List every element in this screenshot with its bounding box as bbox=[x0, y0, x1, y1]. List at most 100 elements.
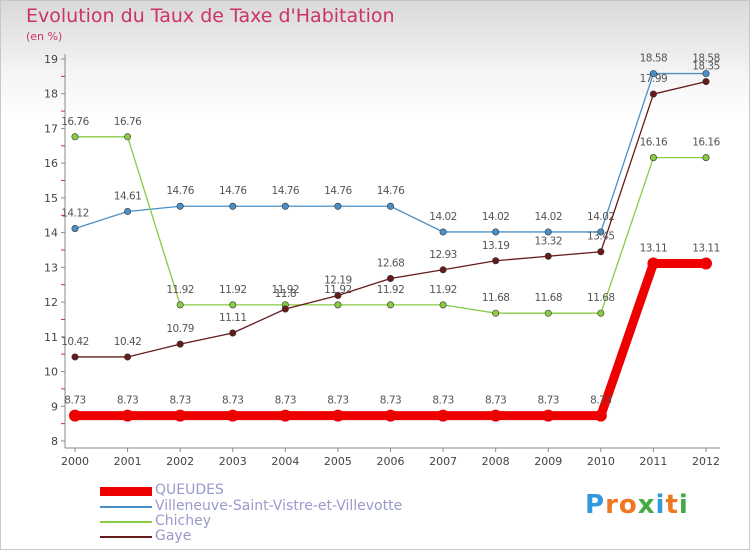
data-point-gaye bbox=[386, 274, 394, 282]
data-label-villeneuve-saint-vistre-et-villevotte: 14.02 bbox=[587, 211, 615, 223]
legend-swatch-chichey bbox=[100, 521, 152, 523]
data-label-gaye: 11.8 bbox=[275, 288, 296, 300]
x-tick-label: 2002 bbox=[166, 455, 194, 468]
logo-letter: x bbox=[637, 490, 656, 520]
data-point-gaye bbox=[281, 305, 289, 313]
data-point-chichey bbox=[176, 301, 184, 309]
data-label-villeneuve-saint-vistre-et-villevotte: 14.76 bbox=[272, 185, 300, 197]
data-label-gaye: 17.99 bbox=[640, 73, 668, 85]
unit-label: (en %) bbox=[26, 30, 63, 43]
x-tick-label: 2001 bbox=[114, 455, 142, 468]
data-label-chichey: 16.16 bbox=[692, 137, 720, 149]
x-tick-label: 2004 bbox=[271, 455, 299, 468]
y-tick-label: 9 bbox=[51, 400, 58, 413]
data-point-chichey bbox=[702, 154, 710, 162]
data-point-gaye bbox=[544, 252, 552, 260]
data-point-villeneuve-saint-vistre-et-villevotte bbox=[492, 228, 500, 236]
data-point-gaye bbox=[176, 340, 184, 348]
data-point-gaye bbox=[71, 353, 79, 361]
data-label-chichey: 11.68 bbox=[534, 292, 562, 304]
legend-item-gaye: Gaye bbox=[100, 528, 420, 545]
data-label-villeneuve-saint-vistre-et-villevotte: 14.02 bbox=[482, 211, 510, 223]
x-tick-label: 2000 bbox=[61, 455, 89, 468]
data-point-gaye bbox=[492, 257, 500, 265]
data-label-villeneuve-saint-vistre-et-villevotte: 14.76 bbox=[166, 185, 194, 197]
data-point-gaye bbox=[124, 353, 132, 361]
legend-label-chichey: Chichey bbox=[155, 513, 212, 529]
x-tick-label: 2012 bbox=[692, 455, 720, 468]
data-point-queudes bbox=[69, 409, 81, 422]
data-label-gaye: 18.35 bbox=[692, 61, 720, 73]
y-tick-label: 19 bbox=[44, 53, 58, 66]
data-point-gaye bbox=[229, 329, 237, 337]
y-tick-label: 8 bbox=[51, 435, 58, 448]
data-label-villeneuve-saint-vistre-et-villevotte: 18.58 bbox=[640, 53, 668, 65]
x-tick-label: 2009 bbox=[534, 455, 562, 468]
data-label-chichey: 16.76 bbox=[61, 116, 89, 128]
data-point-chichey bbox=[386, 301, 394, 309]
data-label-queudes: 8.73 bbox=[117, 395, 138, 407]
data-label-queudes: 8.73 bbox=[169, 395, 190, 407]
data-point-queudes bbox=[647, 257, 660, 270]
series-line-gaye bbox=[75, 80, 707, 358]
data-label-queudes: 8.73 bbox=[64, 395, 85, 407]
data-point-queudes bbox=[700, 257, 712, 270]
data-point-chichey bbox=[124, 133, 132, 141]
data-point-villeneuve-saint-vistre-et-villevotte bbox=[281, 202, 289, 210]
data-point-queudes bbox=[437, 409, 450, 422]
data-point-villeneuve-saint-vistre-et-villevotte bbox=[229, 202, 237, 210]
y-tick-label: 12 bbox=[44, 296, 58, 309]
data-label-queudes: 8.73 bbox=[538, 395, 559, 407]
data-label-gaye: 10.42 bbox=[114, 336, 142, 348]
data-point-villeneuve-saint-vistre-et-villevotte bbox=[544, 228, 552, 236]
data-label-villeneuve-saint-vistre-et-villevotte: 14.76 bbox=[377, 185, 405, 197]
data-point-gaye bbox=[702, 78, 710, 86]
data-point-villeneuve-saint-vistre-et-villevotte bbox=[71, 224, 79, 232]
data-point-chichey bbox=[649, 154, 657, 162]
data-label-chichey: 11.92 bbox=[377, 284, 405, 296]
y-tick-label: 15 bbox=[44, 192, 58, 205]
data-label-villeneuve-saint-vistre-et-villevotte: 18.58 bbox=[692, 53, 720, 65]
data-label-queudes: 8.73 bbox=[380, 395, 401, 407]
y-tick-label: 13 bbox=[44, 261, 58, 274]
logo-letter: t bbox=[665, 490, 679, 520]
legend-item-queudes: QUEUDES bbox=[100, 482, 420, 499]
chart-title: Evolution du Taux de Taxe d'Habitation bbox=[26, 5, 395, 27]
data-point-villeneuve-saint-vistre-et-villevotte bbox=[649, 70, 657, 78]
x-tick-label: 2007 bbox=[429, 455, 457, 468]
data-point-villeneuve-saint-vistre-et-villevotte bbox=[334, 202, 342, 210]
legend-label-queudes: QUEUDES bbox=[155, 482, 224, 498]
y-tick-label: 11 bbox=[44, 331, 58, 344]
logo-letter: i bbox=[655, 490, 666, 520]
data-point-chichey bbox=[544, 309, 552, 317]
data-label-villeneuve-saint-vistre-et-villevotte: 14.61 bbox=[114, 190, 142, 202]
legend-label-gaye: Gaye bbox=[155, 528, 192, 544]
data-label-gaye: 12.19 bbox=[324, 274, 352, 286]
data-point-villeneuve-saint-vistre-et-villevotte bbox=[176, 202, 184, 210]
data-label-villeneuve-saint-vistre-et-villevotte: 14.76 bbox=[219, 185, 247, 197]
data-label-queudes: 8.73 bbox=[275, 395, 296, 407]
data-point-chichey bbox=[229, 301, 237, 309]
data-label-gaye: 13.45 bbox=[587, 231, 615, 243]
data-point-villeneuve-saint-vistre-et-villevotte bbox=[702, 70, 710, 78]
data-point-queudes bbox=[279, 409, 292, 422]
data-point-queudes bbox=[121, 409, 134, 422]
data-label-queudes: 8.73 bbox=[327, 395, 348, 407]
data-label-gaye: 12.93 bbox=[429, 249, 457, 261]
data-label-villeneuve-saint-vistre-et-villevotte: 14.76 bbox=[324, 185, 352, 197]
data-label-gaye: 12.68 bbox=[377, 257, 405, 269]
x-tick-label: 2010 bbox=[587, 455, 615, 468]
y-tick-label: 14 bbox=[44, 227, 58, 240]
data-label-chichey: 11.68 bbox=[587, 292, 615, 304]
data-label-queudes: 8.73 bbox=[485, 395, 506, 407]
data-point-queudes bbox=[174, 409, 187, 422]
data-point-gaye bbox=[597, 248, 605, 256]
data-point-chichey bbox=[439, 301, 447, 309]
data-label-gaye: 10.42 bbox=[61, 336, 89, 348]
data-point-chichey bbox=[334, 301, 342, 309]
data-point-villeneuve-saint-vistre-et-villevotte bbox=[597, 228, 605, 236]
data-point-chichey bbox=[492, 309, 500, 317]
data-label-queudes: 13.11 bbox=[692, 243, 720, 255]
x-tick-label: 2005 bbox=[324, 455, 352, 468]
